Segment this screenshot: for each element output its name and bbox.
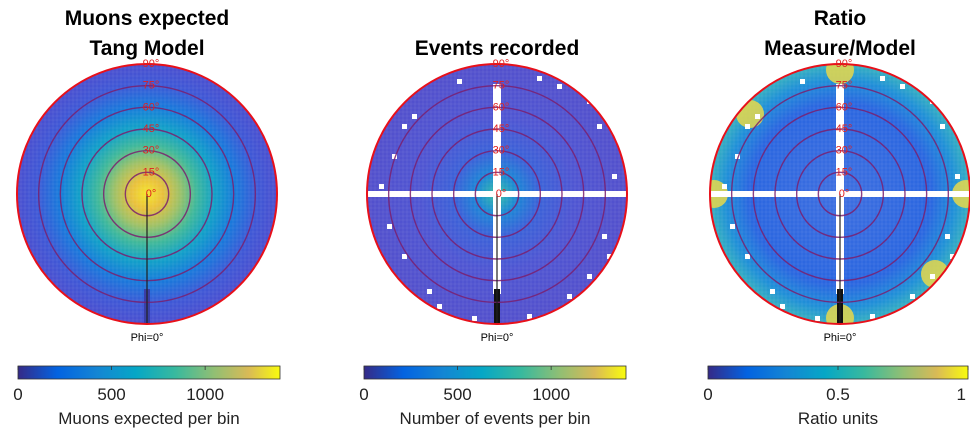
empty-bin [472,316,477,321]
empty-bin [402,124,407,129]
empty-bin [607,254,612,259]
chart-title: Measure/Model [764,37,916,60]
panel-2: Events recorded 0° 15° 30° 45° 60° 75° 90° Phi=0… [359,37,628,428]
empty-bin [815,316,820,321]
empty-bin [557,84,562,89]
zenith-label: 15° [493,166,510,178]
empty-bin [379,184,384,189]
empty-bin [437,304,442,309]
zenith-label: 30° [493,145,510,157]
chart-title: Events recorded [415,37,580,60]
empty-bin [597,124,602,129]
empty-bin [950,254,955,259]
dead-strip-vertical [493,84,501,294]
zenith-label: 60° [836,101,853,113]
empty-bin [735,154,740,159]
empty-bin [537,76,542,81]
empty-bin [955,174,960,179]
empty-bin [412,114,417,119]
zenith-label: 60° [143,101,160,113]
zenith-label: 30° [836,145,853,157]
chart-title: Muons expected [65,7,230,30]
empty-bin [602,234,607,239]
empty-bin [722,184,727,189]
zenith-label: 75° [143,80,160,92]
horizon-circle [709,63,970,325]
zenith-label: 90° [836,58,853,70]
empty-bin [945,234,950,239]
empty-bin [587,274,592,279]
colorbar [17,365,281,380]
colorbar-tick-label: 1 [957,385,966,404]
zenith-label: 75° [836,80,853,92]
zenith-label: 45° [143,123,160,135]
panel-1: Muons expected Tang Model 0° 15° 30° 45° 60° 75… [13,7,281,428]
empty-bin [392,154,397,159]
colorbar-tick-label: 0 [13,385,22,404]
colorbar-tick-label: 500 [443,385,471,404]
colorbar-tick-label: 500 [97,385,125,404]
empty-bin [745,254,750,259]
horizon-circle [16,63,278,325]
colorbar-label: Muons expected per bin [58,409,239,428]
colorbar-tick-label: 0.5 [826,385,850,404]
colorbar [363,365,627,380]
empty-bin [745,124,750,129]
empty-bin [457,79,462,84]
empty-bin [910,294,915,299]
empty-bin [730,224,735,229]
empty-bin [612,174,617,179]
chart-title: Ratio [814,7,867,30]
zenith-label: 45° [493,123,510,135]
empty-bin [427,289,432,294]
empty-bin [567,294,572,299]
zenith-label: 90° [493,58,510,70]
zenith-label: 30° [143,145,160,157]
heatmap-disc [710,64,970,324]
panel-3: Ratio Measure/Model 0° 15° 30° 45° 60° 75° 90° Ph… [703,7,970,428]
high-ratio-patch [826,64,854,84]
colorbar-label: Ratio units [798,409,878,428]
zenith-label: 60° [493,101,510,113]
colorbar-label: Number of events per bin [400,409,591,428]
zenith-label: 45° [836,123,853,135]
horizon-circle [366,63,628,325]
empty-bin [780,304,785,309]
zenith-label: 90° [143,58,160,70]
azimuth-label: Phi=0° [131,332,164,344]
zenith-label: 75° [493,80,510,92]
zenith-label: 15° [143,166,160,178]
zenith-label: 0° [146,188,157,200]
empty-bin [940,124,945,129]
empty-bin [770,289,775,294]
empty-bin [880,76,885,81]
empty-bin [870,314,875,319]
colorbar-tick-label: 0 [359,385,368,404]
zenith-label: 15° [836,166,853,178]
dead-strip-vertical [836,84,844,294]
empty-bin [387,224,392,229]
azimuth-label: Phi=0° [481,332,514,344]
chart-title: Tang Model [89,37,204,60]
empty-bin [800,79,805,84]
colorbar-tick-label: 1000 [532,385,570,404]
azimuth-label: Phi=0° [824,332,857,344]
empty-bin [930,274,935,279]
colorbar-tick-label: 1000 [186,385,224,404]
empty-bin [527,314,532,319]
empty-bin [402,254,407,259]
zenith-label: 0° [496,188,507,200]
empty-bin [900,84,905,89]
zenith-label: 0° [839,188,850,200]
empty-bin [755,114,760,119]
colorbar-tick-label: 0 [703,385,712,404]
